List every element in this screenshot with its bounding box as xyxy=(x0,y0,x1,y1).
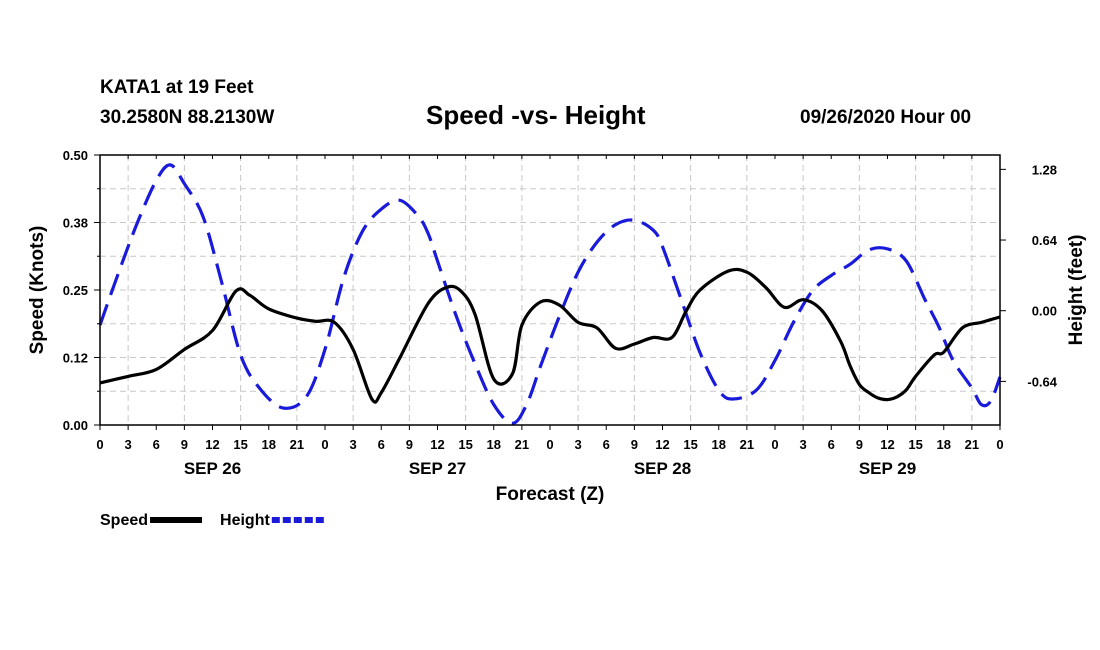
y2-tick-label: 0.64 xyxy=(1032,233,1058,248)
x-tick-label: 3 xyxy=(350,437,357,452)
x-tick-label: 18 xyxy=(262,437,276,452)
x-tick-label: 9 xyxy=(856,437,863,452)
legend: Speed Height xyxy=(100,512,324,529)
x-tick-label: 0 xyxy=(546,437,553,452)
x-tick-label: 15 xyxy=(908,437,922,452)
series-lines xyxy=(98,163,1002,425)
y2-tick-label: -0.64 xyxy=(1027,374,1057,389)
y2-axis-label: Height (feet) xyxy=(1066,235,1087,346)
y2-tick-label: 0.00 xyxy=(1032,304,1057,319)
x-tick-label: 6 xyxy=(153,437,160,452)
x-tick-label: 0 xyxy=(771,437,778,452)
date-label: SEP 26 xyxy=(184,459,241,478)
x-tick-label: 21 xyxy=(965,437,979,452)
x-tick-label: 12 xyxy=(205,437,219,452)
date-label: SEP 27 xyxy=(409,459,466,478)
x-tick-label: 6 xyxy=(378,437,385,452)
series-line-speed xyxy=(99,267,1001,404)
x-tick-label: 0 xyxy=(996,437,1003,452)
x-axis-label: Forecast (Z) xyxy=(496,484,605,505)
y2-tick-label: 1.28 xyxy=(1032,162,1057,177)
x-tick-label: 9 xyxy=(631,437,638,452)
x-tick-label: 9 xyxy=(406,437,413,452)
x-tick-label: 6 xyxy=(603,437,610,452)
x-tick-label: 21 xyxy=(740,437,754,452)
y-axis-label: Speed (Knots) xyxy=(27,226,48,355)
x-tick-label: 15 xyxy=(458,437,472,452)
x-tick-label: 0 xyxy=(96,437,103,452)
axis-ticks: 0.00 0.12 0.25 0.38 0.50 -0.64 0.00 0.64 1.28 0 3 6… xyxy=(63,148,1058,478)
legend-label-height: Height xyxy=(220,512,270,529)
x-tick-label: 18 xyxy=(937,437,951,452)
x-tick-label: 21 xyxy=(290,437,304,452)
x-tick-label: 12 xyxy=(430,437,444,452)
y-tick-label: 0.38 xyxy=(63,216,88,231)
x-tick-label: 3 xyxy=(575,437,582,452)
x-tick-label: 21 xyxy=(515,437,529,452)
x-tick-label: 18 xyxy=(712,437,726,452)
station-label: KATA1 at 19 Feet xyxy=(100,77,254,98)
x-tick-label: 3 xyxy=(800,437,807,452)
legend-label-speed: Speed xyxy=(100,512,148,529)
x-tick-label: 12 xyxy=(655,437,669,452)
x-tick-label: 18 xyxy=(487,437,501,452)
x-tick-label: 12 xyxy=(880,437,894,452)
forecast-datetime: 09/26/2020 Hour 00 xyxy=(800,107,972,128)
x-tick-label: 15 xyxy=(233,437,247,452)
y-tick-label: 0.12 xyxy=(63,351,88,366)
date-label: SEP 28 xyxy=(634,459,691,478)
x-tick-label: 15 xyxy=(683,437,697,452)
x-tick-label: 6 xyxy=(828,437,835,452)
x-tick-label: 3 xyxy=(125,437,132,452)
series-line-height xyxy=(98,163,1002,425)
chart-title: Speed -vs- Height xyxy=(426,100,646,130)
date-label: SEP 29 xyxy=(859,459,916,478)
coordinates-label: 30.2580N 88.2130W xyxy=(100,107,275,128)
y-tick-label: 0.50 xyxy=(63,148,88,163)
x-tick-label: 0 xyxy=(321,437,328,452)
y-tick-label: 0.25 xyxy=(63,283,88,298)
x-tick-label: 9 xyxy=(181,437,188,452)
y-tick-label: 0.00 xyxy=(63,418,88,433)
